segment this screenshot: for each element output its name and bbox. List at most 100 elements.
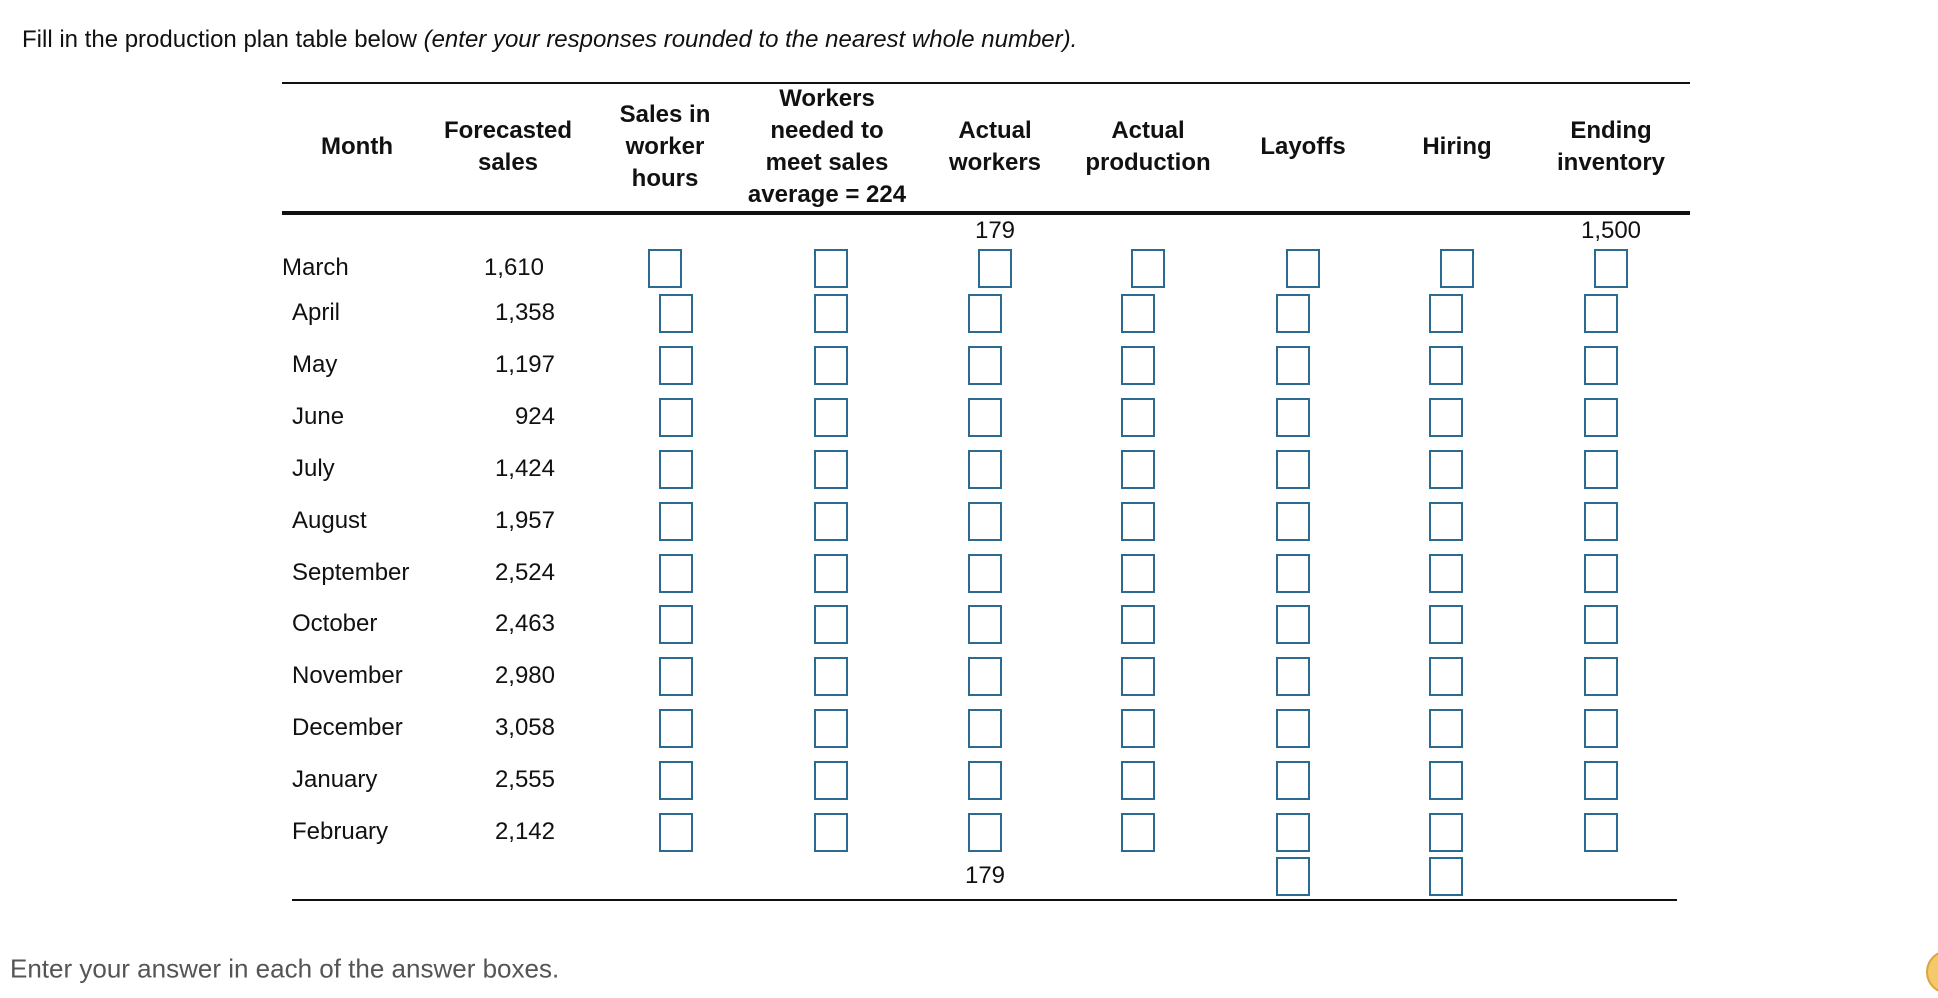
answer-box[interactable] [1276, 761, 1310, 801]
answer-box[interactable] [968, 553, 1002, 593]
answer-box[interactable] [1584, 553, 1618, 593]
answer-box[interactable] [814, 813, 848, 852]
instruction-text: Fill in the production plan table below [22, 26, 417, 53]
answer-box[interactable] [1121, 501, 1155, 541]
answer-box[interactable] [659, 657, 693, 697]
answer-box[interactable] [1276, 294, 1310, 333]
column-header: Sales in worker hours [620, 99, 711, 195]
answer-box[interactable] [1276, 657, 1310, 697]
answer-box[interactable] [814, 249, 848, 288]
answer-box[interactable] [814, 449, 848, 489]
answer-box[interactable] [1276, 449, 1310, 489]
answer-box[interactable] [1429, 605, 1463, 645]
forecast: 1,957 [494, 506, 555, 534]
answer-box[interactable] [659, 294, 693, 333]
answer-box[interactable] [968, 294, 1002, 333]
forecast: 1,197 [494, 350, 555, 378]
answer-box[interactable] [1584, 605, 1618, 645]
answer-box[interactable] [968, 501, 1002, 541]
answer-box[interactable] [1584, 397, 1618, 437]
answer-box[interactable] [1276, 605, 1310, 645]
answer-box[interactable] [1121, 345, 1155, 385]
answer-box[interactable] [1121, 605, 1155, 645]
forecast: 2,555 [494, 766, 555, 794]
answer-box[interactable] [1429, 857, 1463, 896]
answer-box[interactable] [968, 605, 1002, 645]
answer-box[interactable] [1121, 294, 1155, 333]
answer-box[interactable] [1276, 857, 1310, 896]
answer-box[interactable] [659, 553, 693, 593]
answer-box[interactable] [968, 345, 1002, 385]
month: May [292, 350, 338, 378]
answer-box[interactable] [1121, 813, 1155, 852]
answer-box[interactable] [659, 813, 693, 852]
answer-box[interactable] [814, 553, 848, 593]
answer-box[interactable] [814, 501, 848, 541]
answer-box[interactable] [968, 397, 1002, 437]
answer-box[interactable] [968, 761, 1002, 801]
answer-box[interactable] [1276, 345, 1310, 385]
column-header: Actual workers [949, 115, 1041, 179]
column-header: Layoffs [1260, 131, 1345, 163]
forecast: 1,610 [483, 254, 544, 281]
answer-box[interactable] [814, 345, 848, 385]
answer-box[interactable] [1584, 709, 1618, 749]
answer-box[interactable] [659, 761, 693, 801]
answer-box[interactable] [1276, 501, 1310, 541]
header-line: sales [477, 149, 539, 176]
answer-box[interactable] [659, 709, 693, 749]
column-header: Actual production [1085, 115, 1210, 179]
answer-box[interactable] [1276, 813, 1310, 852]
header-line: Month [321, 133, 393, 160]
answer-box[interactable] [1429, 397, 1463, 437]
answer-box[interactable] [1584, 345, 1618, 385]
answer-box[interactable] [1429, 657, 1463, 697]
answer-box[interactable] [1121, 761, 1155, 801]
answer-box[interactable] [968, 813, 1002, 852]
answer-box[interactable] [1276, 553, 1310, 593]
answer-box[interactable] [659, 345, 693, 385]
answer-box[interactable] [1440, 249, 1474, 288]
answer-box[interactable] [1276, 709, 1310, 749]
answer-box[interactable] [1594, 249, 1628, 288]
answer-box[interactable] [1429, 553, 1463, 593]
answer-box[interactable] [968, 449, 1002, 489]
answer-box[interactable] [1121, 553, 1155, 593]
answer-box[interactable] [1429, 501, 1463, 541]
answer-box[interactable] [1584, 657, 1618, 697]
answer-box[interactable] [1121, 449, 1155, 489]
help-icon[interactable] [1926, 950, 1938, 994]
answer-box[interactable] [1584, 294, 1618, 333]
answer-box[interactable] [1429, 294, 1463, 333]
answer-box[interactable] [1121, 397, 1155, 437]
answer-box[interactable] [1286, 249, 1320, 288]
answer-box[interactable] [968, 657, 1002, 697]
answer-box[interactable] [659, 501, 693, 541]
answer-box[interactable] [1584, 761, 1618, 801]
answer-box[interactable] [1584, 501, 1618, 541]
answer-box[interactable] [659, 605, 693, 645]
answer-box[interactable] [814, 294, 848, 333]
answer-box[interactable] [1429, 709, 1463, 749]
answer-box[interactable] [1429, 813, 1463, 852]
answer-box[interactable] [648, 249, 682, 288]
answer-box[interactable] [1584, 449, 1618, 489]
answer-box[interactable] [1584, 813, 1618, 852]
answer-box[interactable] [1276, 397, 1310, 437]
answer-box[interactable] [1429, 449, 1463, 489]
answer-box[interactable] [659, 397, 693, 437]
answer-box[interactable] [814, 709, 848, 749]
answer-box[interactable] [1121, 709, 1155, 749]
answer-box[interactable] [1429, 345, 1463, 385]
answer-box[interactable] [814, 605, 848, 645]
month: July [292, 454, 335, 482]
answer-box[interactable] [814, 657, 848, 697]
answer-box[interactable] [1121, 657, 1155, 697]
answer-box[interactable] [1131, 249, 1165, 288]
answer-box[interactable] [968, 709, 1002, 749]
answer-box[interactable] [978, 249, 1012, 288]
answer-box[interactable] [814, 761, 848, 801]
answer-box[interactable] [1429, 761, 1463, 801]
answer-box[interactable] [814, 397, 848, 437]
answer-box[interactable] [659, 449, 693, 489]
